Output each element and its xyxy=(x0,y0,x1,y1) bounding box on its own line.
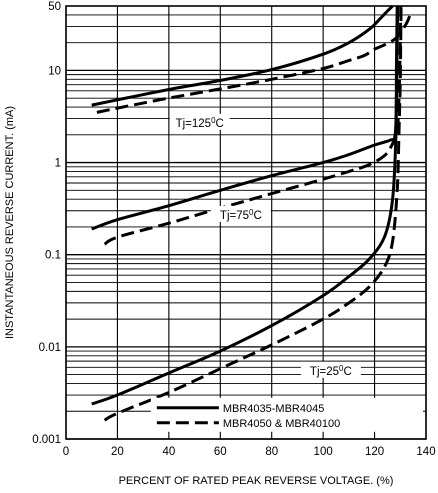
legend-label: MBR4050 & MBR40100 xyxy=(223,418,340,430)
annotations: Tj=1250C Tj=750C Tj=250C xyxy=(169,113,361,378)
x-tick-label: 60 xyxy=(214,446,227,458)
legend: MBR4035-MBR4045 MBR4050 & MBR40100 xyxy=(150,397,423,432)
y-tick-label: 0.1 xyxy=(45,250,61,262)
y-tick-label: 0.001 xyxy=(32,434,61,446)
annotation-bg xyxy=(300,361,361,378)
x-tick-label: 20 xyxy=(111,446,124,458)
series-line-solid xyxy=(91,5,399,406)
series-line-solid xyxy=(91,4,394,107)
tick-labels: 0 20 40 60 80 100 120 140 0.001 0.01 0.1 1 10 50 xyxy=(32,1,435,458)
series-line-dashed xyxy=(103,5,403,422)
legend-bg xyxy=(150,397,423,432)
x-tick-label: 140 xyxy=(416,446,435,458)
annotation-bg xyxy=(169,113,230,130)
x-tick-label: 80 xyxy=(265,446,278,458)
plot-frame xyxy=(65,5,427,440)
temperature-label: Tj=750C xyxy=(220,208,262,222)
y-tick-label: 10 xyxy=(48,65,61,77)
y-axis-label: INSTANTANEOUS REVERSE CURRENT. (mA) xyxy=(4,106,16,339)
y-tick-label: 50 xyxy=(48,1,61,13)
y-tick-label: 1 xyxy=(55,158,61,170)
series-lines xyxy=(91,4,413,422)
series-line-dashed xyxy=(103,5,403,246)
legend-label: MBR4035-MBR4045 xyxy=(223,403,325,415)
x-axis-label: PERCENT OF RATED PEAK REVERSE VOLTAGE. (… xyxy=(119,475,394,487)
x-tick-label: 40 xyxy=(162,446,175,458)
temperature-label: Tj=1250C xyxy=(176,116,224,130)
grid xyxy=(65,5,427,440)
x-tick-label: 120 xyxy=(365,446,384,458)
temperature-label: Tj=250C xyxy=(310,364,352,378)
annotation-bg xyxy=(210,205,271,222)
series-line-dashed xyxy=(96,12,413,114)
x-tick-label: 100 xyxy=(314,446,333,458)
x-tick-label: 0 xyxy=(63,446,69,458)
y-tick-label: 0.01 xyxy=(39,342,61,354)
